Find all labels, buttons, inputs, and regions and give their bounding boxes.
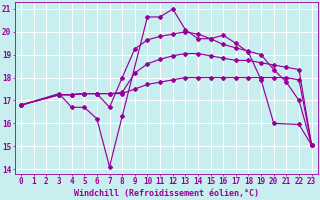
X-axis label: Windchill (Refroidissement éolien,°C): Windchill (Refroidissement éolien,°C) (74, 189, 259, 198)
